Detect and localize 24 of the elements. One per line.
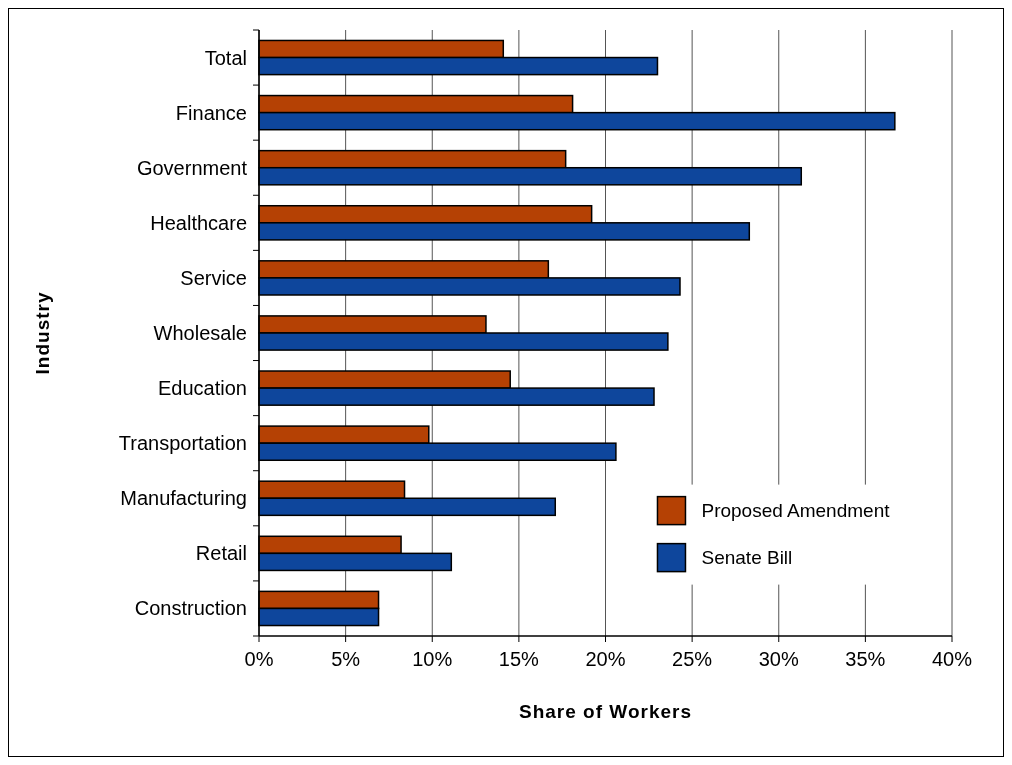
legend-label: Senate Bill: [701, 547, 793, 569]
y-tick-label: Government: [136, 156, 248, 179]
y-tick-label: Retail: [195, 542, 247, 565]
y-tick-label: Transportation: [118, 432, 247, 455]
x-tick-label: 15%: [498, 648, 540, 670]
x-tick-label: 30%: [758, 648, 799, 670]
x-tick-label: 0%: [244, 648, 274, 670]
y-tick-label: Total: [204, 46, 247, 69]
x-tick-label: 35%: [845, 648, 886, 670]
x-tick-label: 5%: [331, 648, 361, 670]
x-tick-label: 40%: [931, 648, 973, 670]
y-tick-label: Education: [158, 377, 247, 400]
legend-label: Proposed Amendment: [701, 500, 891, 522]
y-tick-label: Finance: [175, 101, 247, 124]
y-tick-label: Manufacturing: [120, 487, 247, 510]
y-tick-label: Wholesale: [153, 322, 247, 344]
x-tick-label: 10%: [412, 648, 453, 670]
y-tick-label: Construction: [134, 597, 247, 620]
x-axis-title: Share of Workers: [519, 701, 692, 722]
y-tick-label: Service: [180, 266, 247, 289]
y-tick-label: Healthcare: [150, 211, 247, 234]
x-tick-label: 25%: [672, 648, 713, 670]
y-axis-title: Industry: [32, 291, 53, 375]
x-tick-label: 20%: [585, 648, 626, 670]
